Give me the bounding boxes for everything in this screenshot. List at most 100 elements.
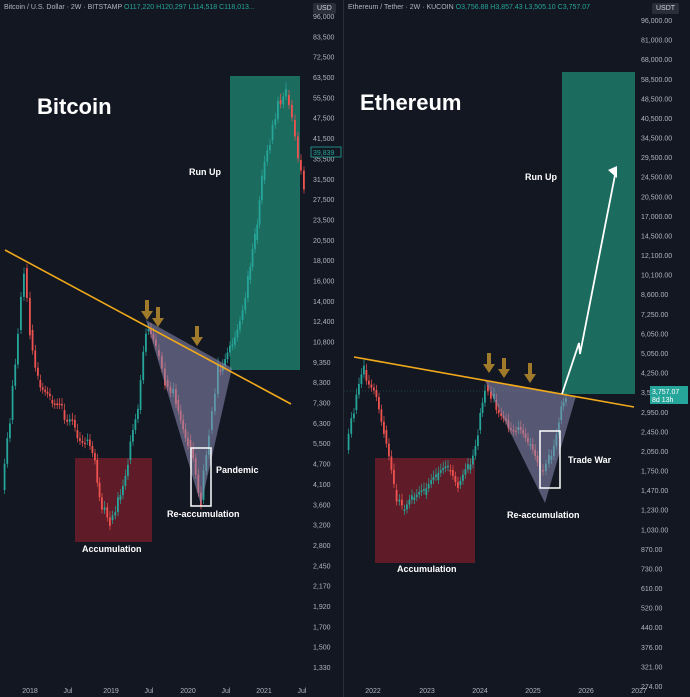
candle (79, 438, 81, 441)
candle (411, 495, 413, 500)
candle (39, 380, 42, 388)
x-tick-label: 2018 (22, 688, 38, 695)
candle (266, 150, 269, 162)
y-tick-label: 274.00 (641, 684, 663, 691)
candle (229, 345, 231, 353)
countdown-badge: 8d 13h (652, 397, 674, 404)
candle (226, 352, 229, 360)
y-tick-label: 3,200 (313, 523, 331, 530)
ethereum-plot[interactable]: 96,000.00 81,000.00 68,000.00 58,500.00 48,5… (344, 0, 690, 697)
candle (452, 470, 454, 476)
x-tick-label: 2026 (578, 688, 594, 695)
y-tick-label: 35,500 (313, 156, 335, 163)
accumulation-label: Accumulation (397, 564, 457, 574)
candle (103, 507, 106, 510)
trade-war-box (539, 430, 561, 489)
candle (474, 445, 477, 456)
x-tick-label: 2021 (256, 688, 272, 695)
candle (484, 390, 486, 403)
candle (365, 370, 368, 381)
candle (300, 160, 302, 171)
y-tick-label: 34,500.00 (641, 136, 672, 143)
candle (401, 499, 403, 506)
candle (271, 124, 274, 140)
candle (9, 423, 11, 439)
y-tick-label: 18,000 (313, 258, 335, 265)
candle (487, 385, 489, 392)
candle (279, 100, 282, 105)
projection-path (561, 169, 617, 395)
y-tick-label: 610.00 (641, 586, 663, 593)
candle (114, 512, 117, 516)
x-tick-label: 2023 (419, 688, 435, 695)
candle (231, 344, 234, 347)
run-up-box (562, 72, 635, 394)
candle (481, 402, 484, 413)
candle (495, 400, 498, 410)
candle (479, 412, 482, 430)
candle (472, 455, 474, 465)
candle (420, 490, 423, 493)
x-tick-label: 2025 (525, 688, 541, 695)
run-up-label: Run Up (525, 172, 557, 182)
candle (81, 440, 84, 443)
candle (29, 297, 31, 336)
y-tick-label: 96,000 (313, 14, 335, 21)
bitcoin-chart-panel[interactable]: Bitcoin / U.S. Dollar · 2W · BITSTAMP O1… (0, 0, 344, 697)
candle (61, 403, 63, 406)
candle (129, 441, 132, 460)
re-accumulation-triangle (146, 320, 232, 505)
accumulation-box (75, 458, 152, 542)
candle (241, 310, 244, 320)
x-tick-label: Jul (64, 688, 73, 695)
candle (373, 387, 375, 391)
candle (3, 463, 6, 490)
candle (430, 480, 432, 484)
candle (408, 499, 411, 505)
currency-badge[interactable]: USDT (652, 3, 680, 14)
currency-badge[interactable]: USD (313, 3, 336, 14)
candle (6, 438, 9, 464)
accumulation-label: Accumulation (82, 544, 142, 554)
arrow-down-icon (483, 353, 495, 373)
candle (282, 96, 285, 105)
y-tick-label: 8,600.00 (641, 292, 668, 299)
candle (14, 364, 17, 386)
candle (11, 385, 14, 420)
y-tick-label: 12,100.00 (641, 253, 672, 260)
candle (469, 464, 472, 470)
candle (425, 488, 428, 495)
open-value: O117,220 (123, 4, 155, 11)
candle (497, 409, 500, 414)
ethereum-chart-panel[interactable]: Ethereum / Tether · 2W · KUCOIN O3,756.8… (344, 0, 690, 697)
candle (427, 483, 430, 489)
x-tick-label: 2020 (180, 688, 196, 695)
candle (74, 420, 76, 428)
bitcoin-plot[interactable]: 96,000 83,500 72,500 63,500 55,500 47,500 41,5… (0, 0, 343, 697)
y-tick-label: 5,050.00 (641, 351, 668, 358)
candle (380, 409, 383, 422)
y-tick-label: 58,500.00 (641, 77, 672, 84)
candle (444, 466, 447, 469)
candle (291, 104, 293, 118)
trade-war-label: Trade War (568, 455, 612, 465)
candle (442, 468, 444, 471)
y-tick-label: 10,800 (313, 340, 335, 347)
candle (234, 337, 236, 345)
y-tick-label: 2,050.00 (641, 449, 668, 456)
candle (375, 390, 378, 398)
y-tick-label: 83,500 (313, 34, 335, 41)
re-accumulation-label: Re-accumulation (167, 509, 240, 519)
y-tick-label: 520.00 (641, 606, 663, 613)
candle (117, 497, 119, 513)
y-tick-label: 321.00 (641, 664, 663, 671)
candle (459, 480, 462, 485)
candle (142, 351, 145, 381)
y-tick-label: 40,500.00 (641, 116, 672, 123)
candle (101, 497, 103, 510)
candle (127, 464, 129, 476)
y-tick-label: 1,920 (313, 604, 331, 611)
candle (477, 435, 479, 446)
candle (454, 475, 457, 483)
candle (398, 499, 401, 502)
